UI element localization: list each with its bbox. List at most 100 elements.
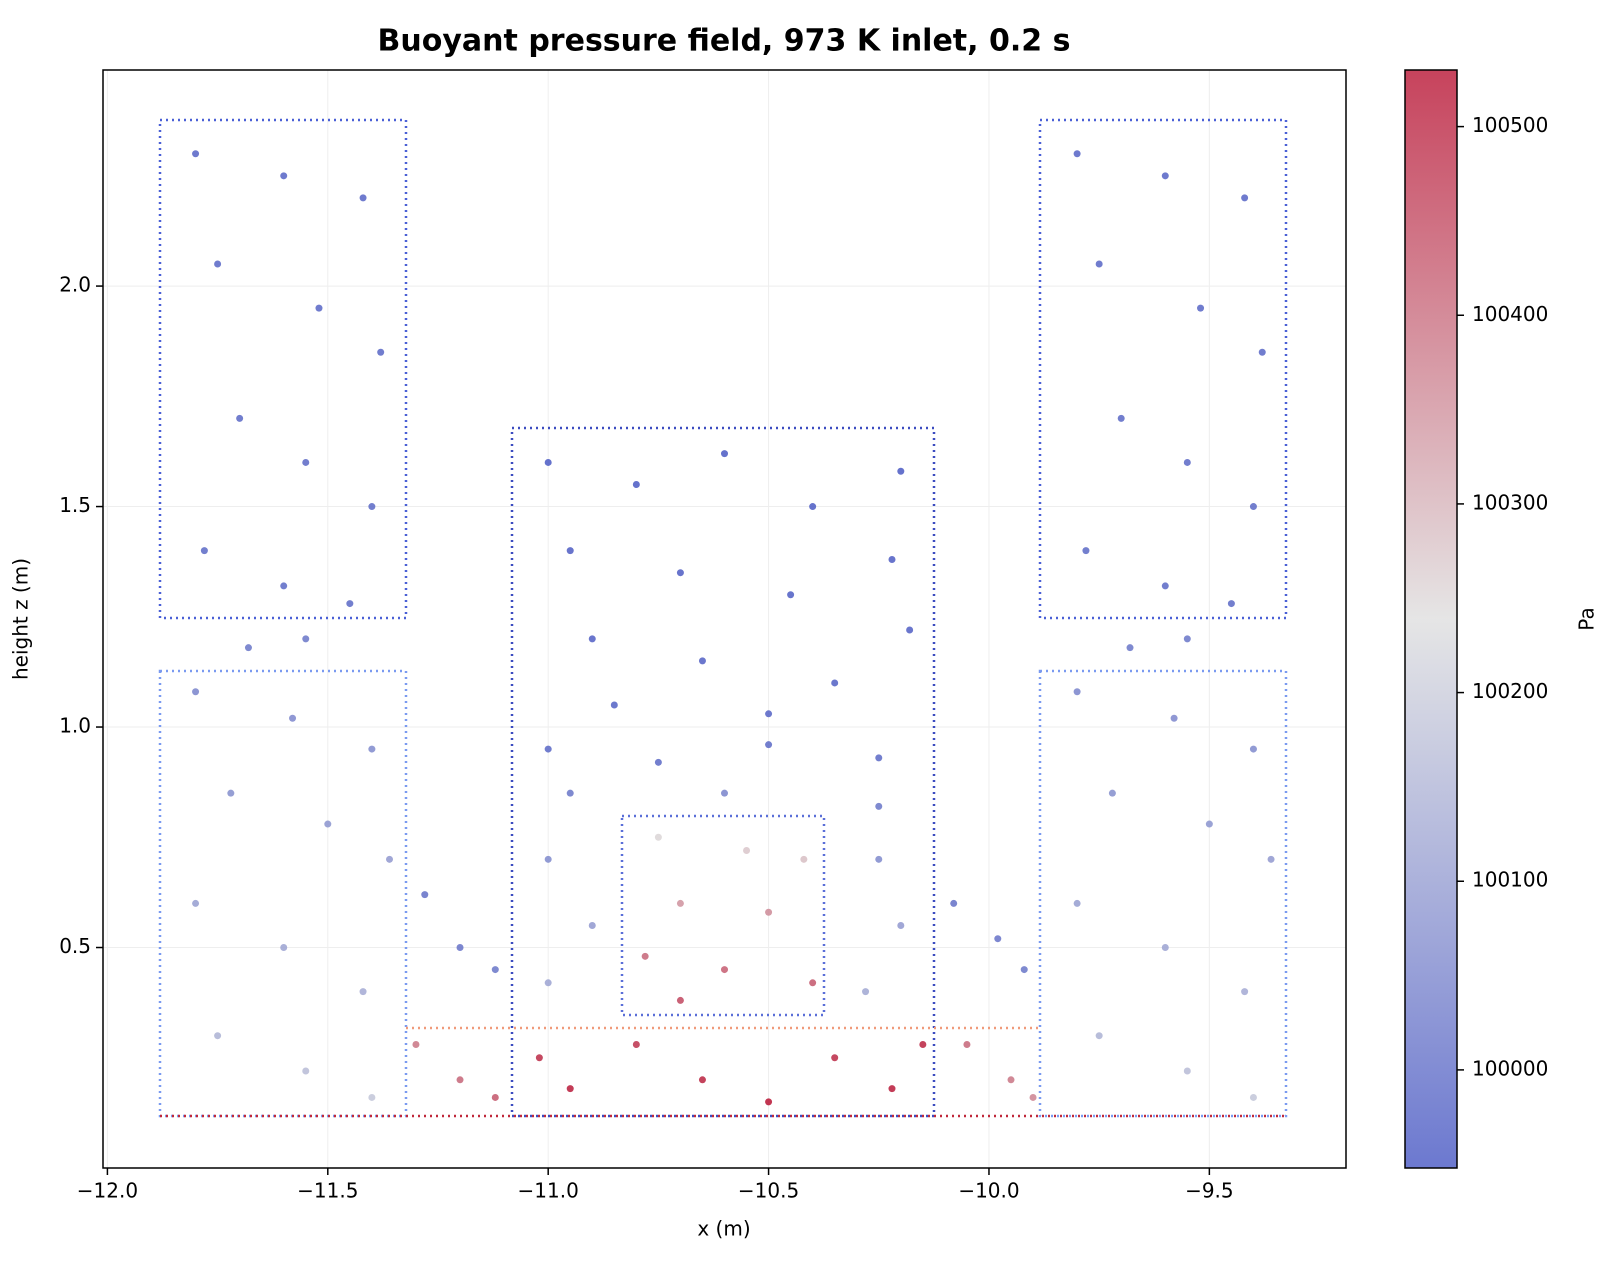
- y-axis-label: height z (m): [9, 558, 33, 680]
- point: [386, 855, 394, 863]
- point: [491, 966, 499, 974]
- point: [1249, 503, 1257, 511]
- point: [302, 1067, 310, 1075]
- point: [359, 194, 367, 202]
- point: [421, 891, 429, 899]
- point: [1161, 172, 1169, 180]
- point: [359, 988, 367, 996]
- outline: [1038, 669, 1288, 1118]
- point: [1241, 194, 1249, 202]
- y-tick-label: 1.5: [59, 493, 91, 517]
- point: [994, 935, 1002, 943]
- point: [244, 644, 252, 652]
- point: [888, 1085, 896, 1093]
- point: [897, 467, 905, 475]
- point: [906, 626, 914, 634]
- point: [1161, 944, 1169, 952]
- point: [588, 635, 596, 643]
- point: [698, 657, 706, 665]
- point: [919, 1041, 927, 1049]
- colorbar-tick-label: 100500: [1472, 113, 1548, 137]
- point: [1082, 547, 1090, 555]
- point: [743, 847, 751, 855]
- point: [566, 1085, 574, 1093]
- point: [632, 1041, 640, 1049]
- point: [676, 996, 684, 1004]
- point: [1020, 966, 1028, 974]
- colorbar-tick-label: 100400: [1472, 302, 1548, 326]
- point: [765, 908, 773, 916]
- domain-outlines: [158, 118, 1288, 1118]
- point: [280, 172, 288, 180]
- point: [963, 1041, 971, 1049]
- colorbar-tick-label: 100100: [1472, 868, 1548, 892]
- point: [676, 569, 684, 577]
- point: [324, 820, 332, 828]
- point: [214, 1032, 222, 1040]
- point: [831, 679, 839, 687]
- point: [192, 899, 200, 907]
- point: [875, 855, 883, 863]
- x-tick-label: −10.5: [738, 1179, 799, 1203]
- point: [765, 1098, 773, 1106]
- point: [875, 802, 883, 810]
- point: [765, 741, 773, 749]
- point: [588, 921, 596, 929]
- colorbar-tick-label: 100300: [1472, 490, 1548, 514]
- point: [227, 789, 235, 797]
- grid: [103, 70, 1346, 1168]
- point: [1170, 714, 1178, 722]
- point: [800, 855, 808, 863]
- point: [1258, 348, 1266, 356]
- point: [1227, 600, 1235, 608]
- x-axis-label: x (m): [697, 1217, 750, 1241]
- outline: [158, 118, 408, 620]
- point: [1117, 414, 1125, 422]
- point: [368, 1093, 376, 1101]
- point: [544, 745, 552, 753]
- point: [544, 458, 552, 466]
- point: [698, 1076, 706, 1084]
- point: [192, 150, 200, 158]
- point: [1249, 1093, 1257, 1101]
- point: [1029, 1093, 1037, 1101]
- colorbar-tick-label: 100200: [1472, 679, 1548, 703]
- x-tick-label: −12.0: [77, 1179, 138, 1203]
- outline: [510, 426, 936, 1118]
- y-tick-label: 0.5: [59, 934, 91, 958]
- point: [236, 414, 244, 422]
- point: [721, 450, 728, 458]
- point: [200, 547, 208, 555]
- point: [1126, 644, 1134, 652]
- point: [1007, 1076, 1015, 1084]
- point: [544, 979, 552, 987]
- point: [302, 635, 310, 643]
- point: [897, 921, 905, 929]
- point: [950, 899, 958, 907]
- point: [566, 789, 574, 797]
- point: [1095, 260, 1103, 268]
- point: [1205, 820, 1213, 828]
- colorbar-tick-label: 100000: [1472, 1056, 1548, 1080]
- point: [192, 688, 200, 696]
- point: [368, 745, 376, 753]
- point: [676, 899, 684, 907]
- outline: [620, 814, 826, 1017]
- point: [1095, 1032, 1103, 1040]
- point: [654, 833, 662, 841]
- point: [456, 1076, 464, 1084]
- outline: [1038, 118, 1288, 620]
- point: [1241, 988, 1249, 996]
- point: [610, 701, 618, 709]
- point: [368, 503, 376, 511]
- point: [654, 758, 662, 766]
- x-tick-label: −10.0: [958, 1179, 1019, 1203]
- points: [192, 150, 1275, 1106]
- point: [491, 1093, 499, 1101]
- point: [544, 855, 552, 863]
- point: [1267, 855, 1275, 863]
- point: [1073, 899, 1081, 907]
- point: [377, 348, 385, 356]
- point: [1249, 745, 1257, 753]
